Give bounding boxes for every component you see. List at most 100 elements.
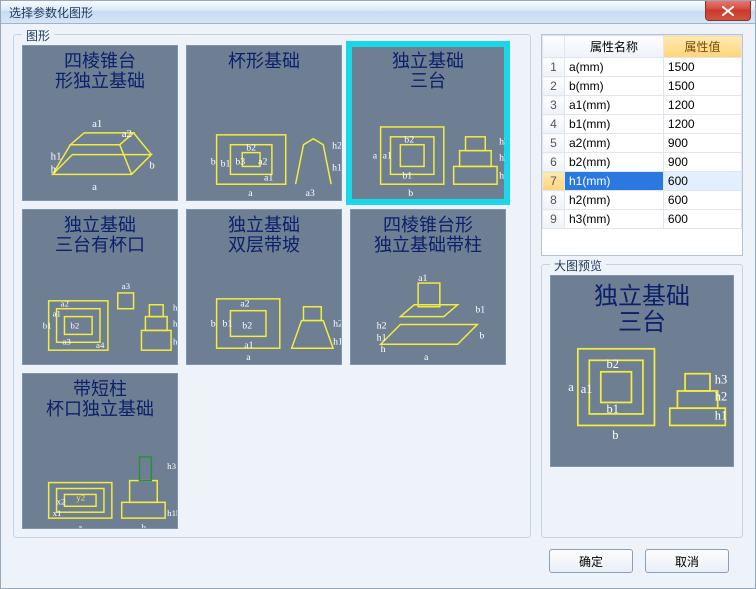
preview-group: 大图预览 独立基础 三台 (541, 264, 743, 538)
svg-text:h1: h1 (51, 151, 62, 163)
svg-text:h1: h1 (377, 332, 387, 343)
row-name: a1(mm) (565, 96, 664, 115)
svg-text:b: b (211, 318, 216, 329)
col-name: 属性名称 (565, 36, 664, 58)
svg-text:h1: h1 (332, 162, 341, 173)
svg-text:a: a (424, 352, 429, 363)
thumb-6[interactable]: 带短柱 杯口独立基础 x2x1 y2 ab h3h1h2 (22, 373, 178, 529)
row-name: h3(mm) (565, 210, 664, 229)
row-value[interactable]: 900 (663, 153, 741, 172)
row-value[interactable]: 600 (663, 191, 741, 210)
svg-text:a1: a1 (53, 309, 61, 319)
window-title: 选择参数化图形 (9, 4, 93, 21)
svg-text:h: h (381, 344, 386, 355)
table-row[interactable]: 6b2(mm)900 (543, 153, 742, 172)
svg-text:a1: a1 (383, 151, 392, 162)
table-row[interactable]: 9h3(mm)600 (543, 210, 742, 229)
svg-text:b: b (149, 159, 155, 171)
row-value[interactable]: 600 (663, 210, 741, 229)
svg-text:a2: a2 (258, 156, 267, 167)
row-index: 6 (543, 153, 565, 172)
svg-text:b1: b1 (43, 320, 52, 330)
svg-text:h3: h3 (173, 303, 177, 313)
table-row[interactable]: 2b(mm)1500 (543, 77, 742, 96)
svg-text:a: a (78, 522, 82, 528)
property-table[interactable]: 属性名称 属性值 1a(mm)15002b(mm)15003a1(mm)1200… (541, 34, 743, 256)
svg-text:b1: b1 (475, 305, 485, 316)
thumb-3[interactable]: 独立基础 三台有杯口 b1a1 a2b2 a3a4 a3 h3h2 h1 (22, 209, 178, 365)
thumb-svg: bb1 a2b2 aa1 h2h1 (187, 210, 341, 364)
row-index: 9 (543, 210, 565, 229)
preview-svg: a a1 b2 b1 b h3 h2 h1 (551, 276, 733, 460)
row-name: a2(mm) (565, 134, 664, 153)
ok-button[interactable]: 确定 (549, 549, 633, 573)
svg-text:h1: h1 (173, 336, 177, 346)
svg-text:a1: a1 (92, 118, 102, 130)
row-value[interactable]: 600 (663, 172, 741, 191)
cancel-button[interactable]: 取消 (645, 549, 729, 573)
row-index: 3 (543, 96, 565, 115)
titlebar: 选择参数化图形 (1, 1, 755, 24)
thumb-5[interactable]: 四棱锥台形 独立基础带柱 a1b1 h2h1 ha b (350, 209, 506, 365)
svg-text:h2: h2 (333, 318, 341, 329)
thumb-svg: aa1 b2b1 b h3h2 h1 (351, 46, 505, 200)
svg-text:b1: b1 (223, 318, 233, 329)
table-row[interactable]: 5a2(mm)900 (543, 134, 742, 153)
svg-text:a2: a2 (240, 299, 249, 310)
row-name: b(mm) (565, 77, 664, 96)
svg-text:b2: b2 (607, 357, 619, 371)
col-value: 属性值 (663, 36, 741, 58)
svg-text:a3: a3 (305, 188, 314, 199)
svg-text:b1: b1 (607, 402, 619, 416)
thumb-4[interactable]: 独立基础 双层带坡 bb1 a2b2 aa1 h2h1 (186, 209, 342, 365)
svg-text:a3: a3 (62, 336, 71, 346)
svg-text:b: b (612, 428, 618, 442)
table-row[interactable]: 3a1(mm)1200 (543, 96, 742, 115)
row-name: b2(mm) (565, 153, 664, 172)
shapes-legend: 图形 (22, 27, 54, 44)
svg-text:a: a (248, 188, 253, 199)
thumb-0[interactable]: 四棱锥台 形独立基础 a1a2 h1h ab (22, 45, 178, 201)
svg-text:a2: a2 (61, 299, 69, 309)
preview-legend: 大图预览 (550, 257, 606, 274)
row-value[interactable]: 1200 (663, 115, 741, 134)
svg-text:h2: h2 (377, 320, 387, 331)
svg-text:a4: a4 (96, 340, 105, 350)
svg-text:a1: a1 (264, 172, 273, 183)
thumb-svg: b1a1 a2 b2 a3 a4 a3 h3 h2 h1 (23, 210, 177, 364)
svg-text:h2: h2 (499, 153, 505, 164)
window-buttons (705, 1, 751, 21)
svg-text:b1: b1 (402, 170, 412, 181)
svg-text:a2: a2 (122, 128, 132, 140)
svg-text:a: a (246, 352, 251, 363)
close-icon (722, 6, 734, 16)
row-name: h1(mm) (565, 172, 664, 191)
close-button[interactable] (705, 1, 751, 21)
table-row[interactable]: 8h2(mm)600 (543, 191, 742, 210)
svg-text:a: a (92, 181, 97, 193)
svg-text:b2: b2 (70, 320, 79, 330)
row-value[interactable]: 900 (663, 134, 741, 153)
svg-text:h3: h3 (715, 372, 727, 386)
row-value[interactable]: 1200 (663, 96, 741, 115)
table-row[interactable]: 1a(mm)1500 (543, 58, 742, 77)
svg-text:x2: x2 (57, 496, 66, 506)
thumb-2[interactable]: 独立基础 三台 aa1 b2b1 b h3h2 h1 (350, 45, 506, 201)
preview-box: 独立基础 三台 (550, 275, 734, 467)
svg-text:h3: h3 (499, 137, 505, 148)
svg-text:h1h2: h1h2 (167, 508, 177, 518)
thumb-1[interactable]: 杯形基础 bb1 b3b2 a2a1 a h2h1 a3 (186, 45, 342, 201)
row-name: h2(mm) (565, 191, 664, 210)
row-value[interactable]: 1500 (663, 77, 741, 96)
svg-text:a3: a3 (122, 281, 131, 291)
footer: 确定 取消 (13, 546, 743, 576)
svg-text:h1: h1 (333, 336, 341, 347)
thumb-svg: x2x1 y2 ab h3h1h2 (23, 374, 177, 528)
table-row[interactable]: 4b1(mm)1200 (543, 115, 742, 134)
row-index: 2 (543, 77, 565, 96)
table-row[interactable]: 7h1(mm)600 (543, 172, 742, 191)
svg-text:h2: h2 (173, 318, 177, 328)
svg-text:b: b (479, 330, 484, 341)
svg-text:b2: b2 (242, 320, 252, 331)
row-value[interactable]: 1500 (663, 58, 741, 77)
